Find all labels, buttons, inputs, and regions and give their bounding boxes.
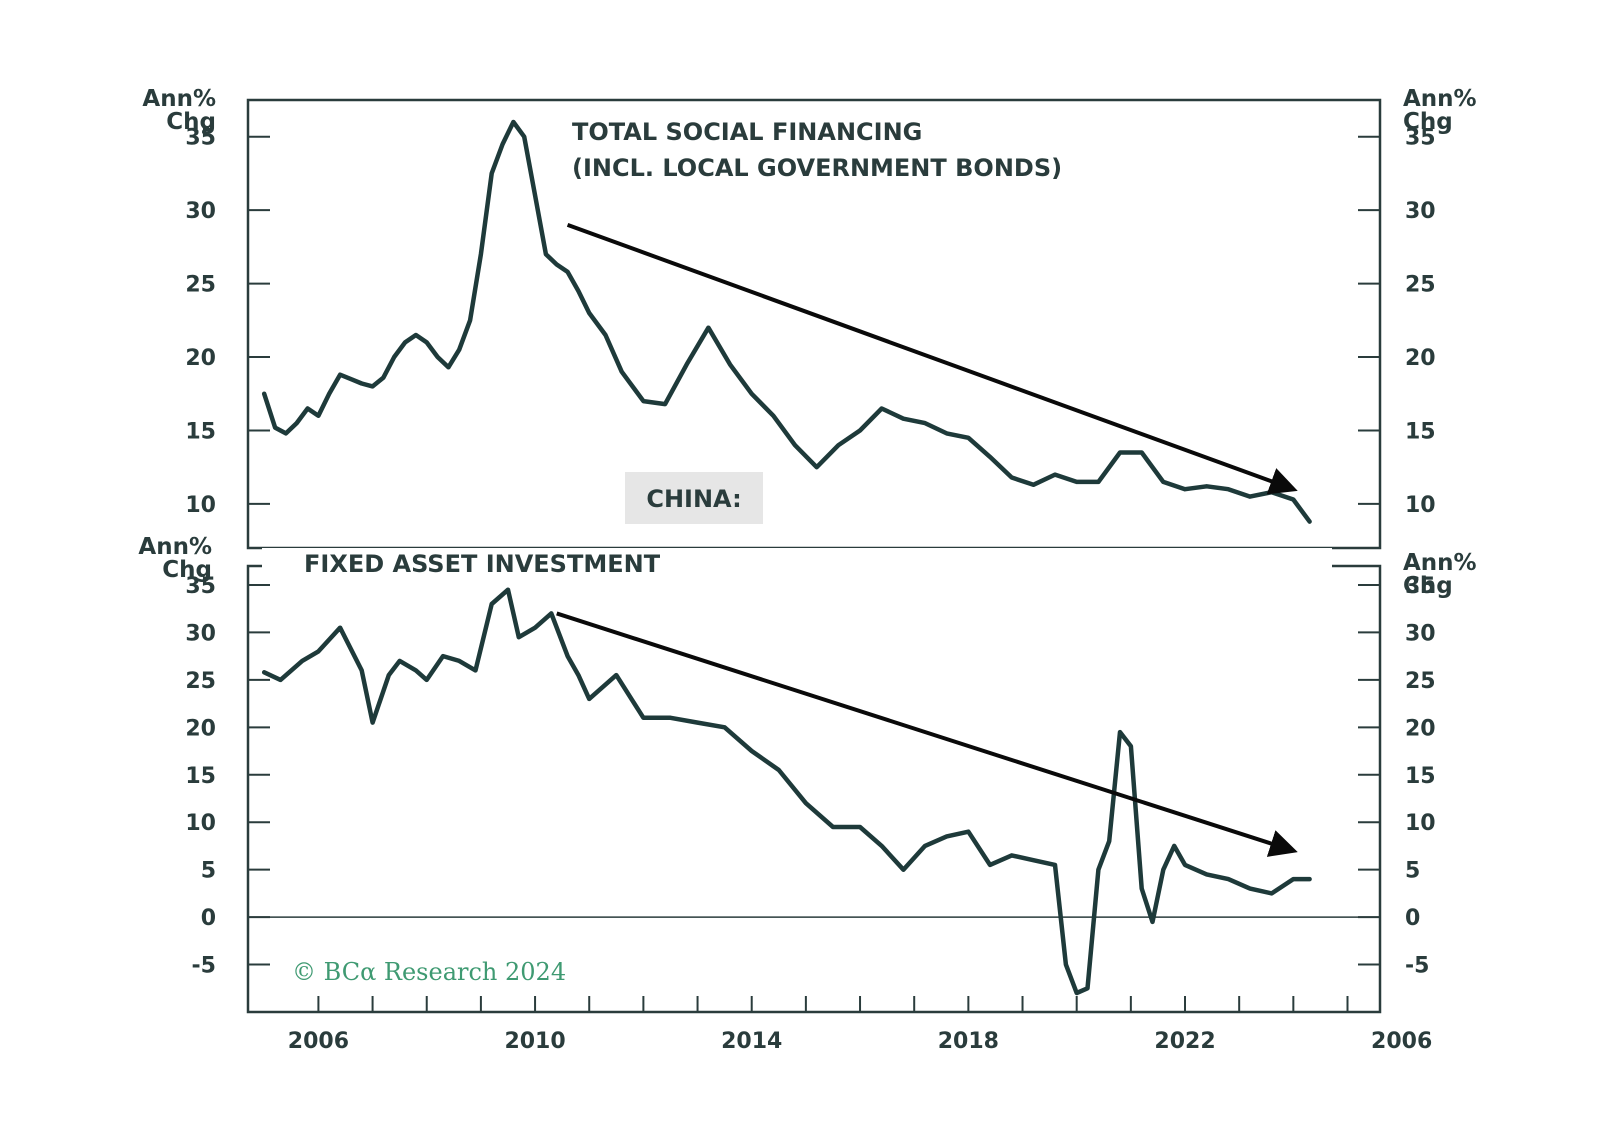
credit-text: © BCα Research 2024	[292, 958, 566, 986]
x-tick-label: 2014	[721, 1029, 782, 1054]
top-ytick-label-left: 20	[185, 346, 216, 371]
top-ytick-label-left: 30	[185, 199, 216, 224]
top-ytick-label-left: 15	[185, 419, 216, 444]
bottom-panel-frame	[246, 564, 1382, 1014]
bottom-right-unit-line2: Chg	[1403, 573, 1453, 599]
top-left-unit-line1: Ann%	[142, 86, 216, 112]
top-chart-subtitle: (INCL. LOCAL GOVERNMENT BONDS)	[572, 154, 1062, 182]
bottom-ytick-label-right: -5	[1405, 954, 1429, 979]
x-axis: 2006 2010 2014 2018 2022 2006	[288, 996, 1432, 1054]
bottom-trend-arrow	[556, 611, 1298, 857]
top-chart-title: TOTAL SOCIAL FINANCING	[572, 118, 922, 146]
overlay-label: CHINA:	[625, 472, 763, 524]
bottom-left-unit-line1: Ann%	[138, 534, 212, 560]
top-right-unit-line1: Ann%	[1403, 86, 1477, 112]
bottom-title-backdrop	[262, 548, 1332, 578]
bottom-panel: Ann% Chg Ann% Chg FIXED ASSET INVESTMENT…	[138, 534, 1477, 1014]
top-trend-arrow	[566, 222, 1298, 495]
bottom-ytick-label-left: 0	[201, 906, 216, 931]
bottom-ytick-label-right: 20	[1405, 716, 1436, 741]
top-y-ticks: 10 10 15 15 20 20 25 25 30 30 35 35	[185, 126, 1435, 518]
top-panel: Ann% Chg Ann% Chg TOTAL SOCIAL FINANCING…	[142, 86, 1477, 550]
top-ytick-label-right: 25	[1405, 273, 1436, 298]
bottom-ytick-label-left: 20	[185, 716, 216, 741]
bottom-ytick-label-right: 35	[1405, 574, 1436, 599]
bottom-left-unit-line2: Chg	[162, 557, 212, 583]
bottom-right-unit-line1: Ann%	[1403, 550, 1477, 576]
x-tick-label: 2022	[1154, 1029, 1215, 1054]
top-ytick-label-left: 10	[185, 493, 216, 518]
top-left-unit-line2: Chg	[166, 109, 216, 135]
top-ytick-label-right: 30	[1405, 199, 1436, 224]
x-tick-label: 2006	[1371, 1029, 1432, 1054]
x-tick-label: 2010	[504, 1029, 565, 1054]
bottom-ytick-label-right: 15	[1405, 764, 1436, 789]
top-ytick-label-left: 25	[185, 273, 216, 298]
bottom-ytick-label-left: 15	[185, 764, 216, 789]
overlay-label-text: CHINA:	[646, 485, 741, 513]
bottom-ytick-label-left: 35	[185, 574, 216, 599]
bottom-series-line	[261, 587, 1312, 996]
bottom-ytick-label-left: -5	[192, 954, 216, 979]
top-ytick-label-right: 15	[1405, 419, 1436, 444]
x-tick-label: 2018	[938, 1029, 999, 1054]
bottom-ytick-label-left: 5	[201, 859, 216, 884]
bottom-y-ticks: -5 -5 0 0 5 5 10 10 15 15 20 20 25 25 30 30 35 35	[185, 574, 1435, 979]
bottom-ytick-label-right: 5	[1405, 859, 1420, 884]
bottom-ytick-label-left: 25	[185, 669, 216, 694]
bottom-ytick-label-right: 25	[1405, 669, 1436, 694]
bottom-ytick-label-right: 0	[1405, 906, 1420, 931]
top-ytick-label-right: 20	[1405, 346, 1436, 371]
bottom-ytick-label-right: 30	[1405, 621, 1436, 646]
overlay-label-box	[625, 472, 763, 524]
x-tick-label: 2006	[288, 1029, 349, 1054]
bottom-ytick-label-right: 10	[1405, 811, 1436, 836]
top-ytick-label-right: 35	[1405, 126, 1436, 151]
bottom-ytick-label-left: 30	[185, 621, 216, 646]
top-ytick-label-right: 10	[1405, 493, 1436, 518]
top-series-line	[261, 119, 1312, 524]
top-right-unit-line2: Chg	[1403, 109, 1453, 135]
bottom-ytick-label-left: 10	[185, 811, 216, 836]
top-ytick-label-left: 35	[185, 126, 216, 151]
bottom-chart-title: FIXED ASSET INVESTMENT	[304, 550, 661, 578]
